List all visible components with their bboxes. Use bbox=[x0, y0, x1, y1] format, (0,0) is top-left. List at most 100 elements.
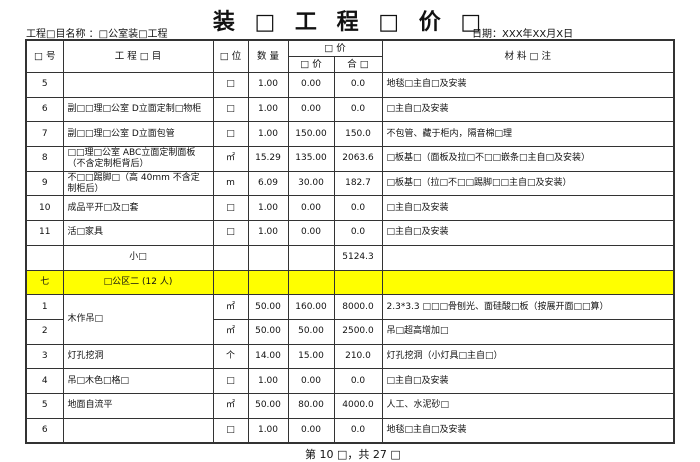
item-cell: 副□□理□公室 D立面定制□物柜 bbox=[62, 96, 214, 123]
qty-cell: 1.00 bbox=[247, 417, 289, 444]
unit-cell bbox=[212, 244, 249, 271]
table-row: 5 □ 1.00 0.00 0.0 地毯□主自□及安装 bbox=[25, 72, 675, 98]
empty-cell bbox=[247, 269, 289, 296]
remark-cell: 地毯□主自□及安装 bbox=[381, 417, 675, 444]
seq-cell: 3 bbox=[25, 343, 64, 370]
date-label: 日期：XXX年XX月X日 bbox=[472, 29, 574, 40]
total-cell: 0.0 bbox=[333, 417, 383, 444]
unit-cell: ㎡ bbox=[212, 318, 249, 345]
seq-cell: 5 bbox=[25, 72, 64, 98]
seq-cell: 8 bbox=[25, 146, 64, 172]
header-item: 工 程 □ 目 bbox=[62, 39, 214, 73]
unit-cell: □ bbox=[212, 195, 249, 222]
total-cell: 0.0 bbox=[333, 96, 383, 123]
seq-cell: 10 bbox=[25, 195, 64, 222]
table-row: 6 □ 1.00 0.00 0.0 地毯□主自□及安装 bbox=[25, 417, 675, 444]
seq-cell: 2 bbox=[25, 318, 64, 345]
quote-table: □ 号 工 程 □ 目 □ 位 数 量 □ 价 材 料 □ 注 □ 价 合 □ … bbox=[25, 39, 675, 445]
remark-cell: □板基□（面板及拉□不□□嵌条□主自□及安装） bbox=[381, 146, 675, 172]
qty-cell: 6.09 bbox=[247, 170, 289, 197]
table-row: 6 副□□理□公室 D立面定制□物柜 □ 1.00 0.00 0.0 □主自□及安装 bbox=[25, 96, 675, 123]
unit-price-cell: 135.00 bbox=[287, 146, 335, 172]
total-cell: 2063.6 bbox=[333, 146, 383, 172]
section-title: □公区二 (12 人) bbox=[62, 269, 214, 296]
total-cell: 2500.0 bbox=[333, 318, 383, 345]
total-cell: 8000.0 bbox=[333, 294, 383, 320]
unit-price-cell: 160.00 bbox=[287, 294, 335, 320]
table-row: 3 灯孔挖洞个 14.00 15.00 210.0 灯孔挖洞（小灯具□主自□） bbox=[25, 343, 675, 370]
item-cell: 不□□踢脚□（高 40mm 不含定制柜后） bbox=[62, 170, 214, 197]
item-cell bbox=[62, 72, 214, 98]
remark-cell bbox=[381, 244, 675, 271]
item-cell: □□理□公室 ABC立面定制面板（不含定制柜背后） bbox=[62, 146, 214, 172]
qty-cell: 15.29 bbox=[247, 146, 289, 172]
total-cell: 4000.0 bbox=[333, 392, 383, 419]
subtotal-value: 5124.3 bbox=[333, 244, 383, 271]
table-body: 5 □ 1.00 0.00 0.0 地毯□主自□及安装 6 副□□理□公室 D立面定制□物柜 □… bbox=[25, 72, 675, 444]
header-unit: □ 位 bbox=[212, 39, 249, 73]
page-footer: 第 10 □，共 27 □ bbox=[305, 448, 401, 461]
header-total: 合 □ bbox=[333, 56, 383, 73]
project-name: 工程□目名称 ：□公室装□工程 bbox=[26, 29, 168, 40]
unit-cell: ㎡ bbox=[212, 294, 249, 320]
seq-cell: 6 bbox=[25, 417, 64, 444]
qty-cell: 1.00 bbox=[247, 195, 289, 222]
item-cell: 灯孔挖洞 bbox=[62, 343, 214, 370]
qty-cell: 14.00 bbox=[247, 343, 289, 370]
total-cell: 0.0 bbox=[333, 368, 383, 394]
page-title: 装 □ 工 程 □ 价 □ bbox=[212, 10, 488, 35]
subtotal-row: 小□ 5124.3 bbox=[25, 244, 675, 271]
unit-price-cell: 15.00 bbox=[287, 343, 335, 370]
remark-cell: □主自□及安装 bbox=[381, 195, 675, 222]
remark-cell: □主自□及安装 bbox=[381, 96, 675, 123]
remark-cell: 地毯□主自□及安装 bbox=[381, 72, 675, 98]
table-row: 2 ㎡ 50.00 50.00 2500.0 吊□超高增加□ bbox=[25, 318, 675, 345]
section-number: 七 bbox=[25, 269, 64, 296]
table-row: 10 成品平开□及□套 □ 1.00 0.00 0.0 □主自□及安装 bbox=[25, 195, 675, 222]
header-remarks: 材 料 □ 注 bbox=[381, 39, 675, 73]
section-row: 七 □公区二 (12 人) bbox=[25, 269, 675, 296]
remark-cell: □主自□及安装 bbox=[381, 220, 675, 246]
empty-cell bbox=[381, 269, 675, 296]
item-cell: 木作吊□ bbox=[62, 294, 214, 345]
header-unit-price: □ 价 bbox=[287, 56, 335, 73]
empty-cell bbox=[212, 269, 249, 296]
unit-price-cell: 0.00 bbox=[287, 417, 335, 444]
remark-cell: 不包管、藏于柜内，隔音棉□理 bbox=[381, 121, 675, 148]
unit-cell: □ bbox=[212, 72, 249, 98]
item-cell: 副□□理□公室 D立面包管 bbox=[62, 121, 214, 148]
table-row: 9 不□□踢脚□（高 40mm 不含定制柜后） m 6.09 30.00 182.7 □板基… bbox=[25, 170, 675, 197]
qty-cell: 1.00 bbox=[247, 72, 289, 98]
seq-cell: 6 bbox=[25, 96, 64, 123]
seq-cell: 9 bbox=[25, 170, 64, 197]
table-row: 7 副□□理□公室 D立面包管 □ 1.00 150.00 150.0 不包管、藏于柜内，隔… bbox=[25, 121, 675, 148]
unit-cell: 个 bbox=[212, 343, 249, 370]
table-row: 1 木作吊□ ㎡ 50.00 160.00 8000.0 2.3*3.3 □□□骨刨光、面硅… bbox=[25, 294, 675, 345]
seq-cell: 4 bbox=[25, 368, 64, 394]
unit-price-cell: 50.00 bbox=[287, 318, 335, 345]
seq-cell: 7 bbox=[25, 121, 64, 148]
total-cell: 0.0 bbox=[333, 220, 383, 246]
qty-cell bbox=[247, 244, 289, 271]
qty-cell: 1.00 bbox=[247, 368, 289, 394]
item-cell: 活□家具 bbox=[62, 220, 214, 246]
unit-price-cell: 0.00 bbox=[287, 72, 335, 98]
empty-cell bbox=[287, 269, 335, 296]
total-cell: 150.0 bbox=[333, 121, 383, 148]
remark-cell: 灯孔挖洞（小灯具□主自□） bbox=[381, 343, 675, 370]
total-cell: 182.7 bbox=[333, 170, 383, 197]
unit-price-cell: 0.00 bbox=[287, 195, 335, 222]
unit-cell: □ bbox=[212, 220, 249, 246]
unit-price-cell: 0.00 bbox=[287, 96, 335, 123]
remark-cell: □主自□及安装 bbox=[381, 368, 675, 394]
seq-cell: 11 bbox=[25, 220, 64, 246]
item-cell: 地面自流平 bbox=[62, 392, 214, 419]
header-seq: □ 号 bbox=[25, 39, 64, 73]
qty-cell: 1.00 bbox=[247, 220, 289, 246]
unit-cell: m bbox=[212, 170, 249, 197]
header-price-group: □ 价 bbox=[287, 39, 383, 57]
qty-cell: 1.00 bbox=[247, 96, 289, 123]
table-row: 4 吊□木色□格□ □ 1.00 0.00 0.0 □主自□及安装 bbox=[25, 368, 675, 394]
unit-cell: □ bbox=[212, 96, 249, 123]
